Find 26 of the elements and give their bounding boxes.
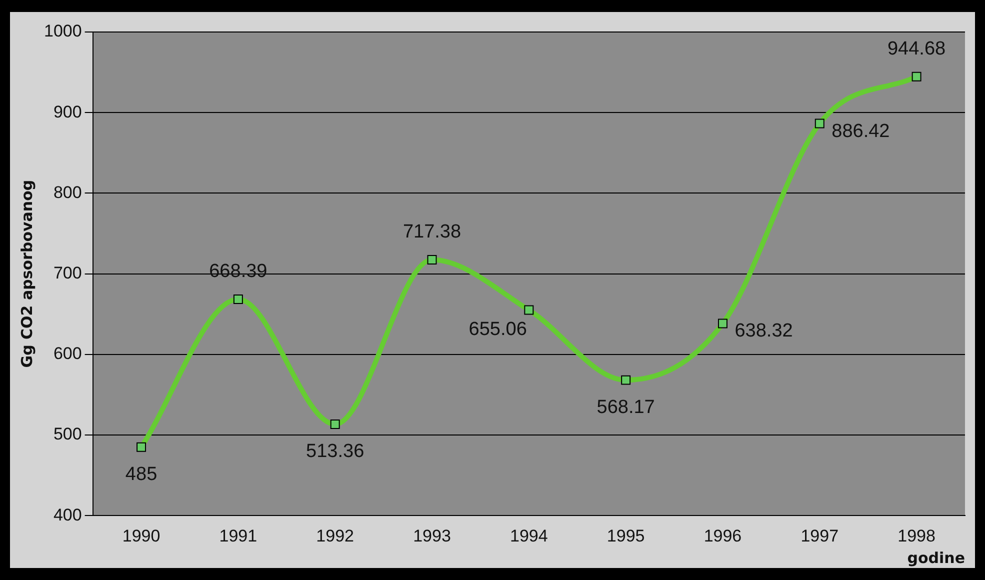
- data-label: 944.68: [887, 38, 946, 60]
- y-axis-title: Gg CO2 apsorbovanog: [18, 180, 36, 368]
- y-tick-label: 800: [53, 182, 82, 202]
- data-label: 513.36: [306, 440, 364, 462]
- data-label: 886.42: [832, 120, 890, 142]
- data-label: 485: [125, 464, 158, 485]
- y-tick-label: 400: [53, 505, 82, 524]
- y-tick-label: 500: [53, 424, 82, 444]
- data-label: 568.17: [596, 396, 655, 418]
- x-tick-label: 1998: [898, 526, 936, 546]
- y-tick-label: 900: [53, 102, 82, 122]
- y-tick-label: 700: [53, 263, 82, 282]
- x-tick-label: 1991: [219, 526, 258, 546]
- x-axis-title: godine: [907, 548, 965, 567]
- x-tick-label: 1993: [413, 526, 451, 546]
- x-tick-label: 1996: [704, 526, 742, 546]
- y-tick-label: 1000: [44, 22, 82, 41]
- x-tick-label: 1992: [316, 526, 354, 546]
- data-label: 717.38: [402, 222, 462, 243]
- x-tick-label: 1994: [510, 526, 548, 546]
- y-tick-label: 600: [53, 344, 82, 364]
- x-tick-label: 1997: [800, 526, 839, 546]
- data-label: 655.06: [468, 318, 527, 340]
- x-tick-label: 1990: [122, 526, 160, 546]
- x-tick-label: 1995: [606, 526, 645, 546]
- data-label: 638.32: [734, 320, 793, 342]
